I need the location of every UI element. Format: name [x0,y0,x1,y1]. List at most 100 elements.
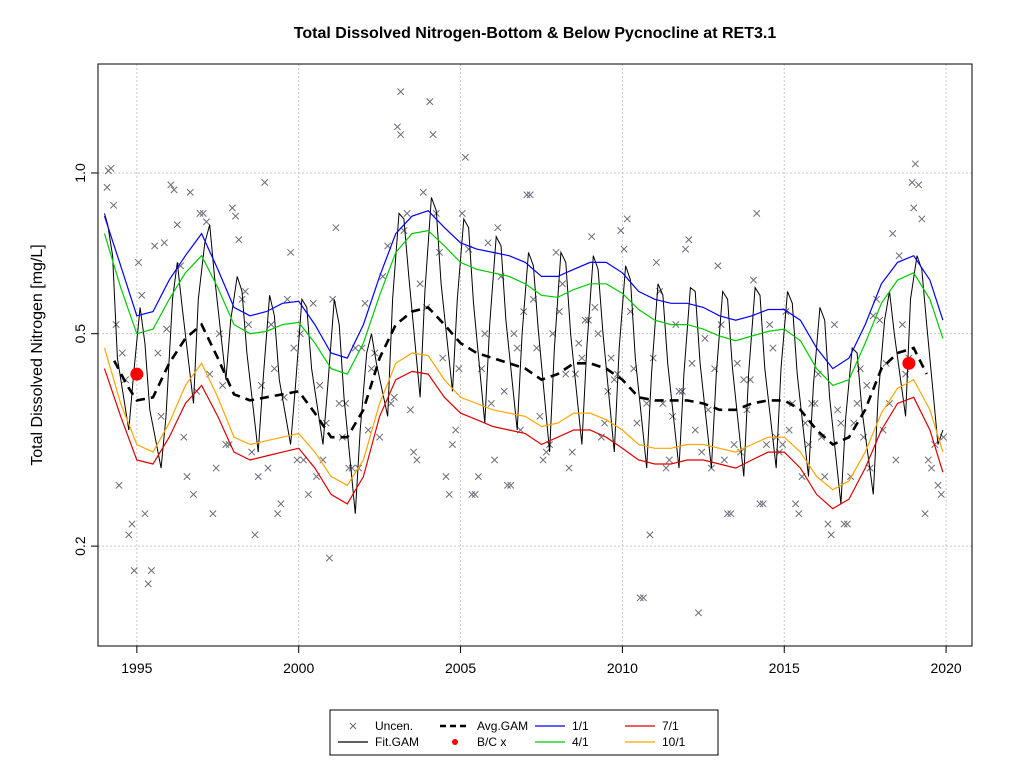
uncensored-point [455,365,463,373]
uncensored-point [103,183,111,191]
uncensored-point [669,412,677,420]
plot-frame [97,63,973,647]
uncensored-point [620,245,628,253]
uncensored-point [704,406,712,414]
uncensored-point [367,365,376,373]
uncensored-point [685,236,693,244]
legend-label: 1/1 [572,719,589,733]
uncensored-point [118,349,126,357]
uncensored-point [604,387,612,395]
uncensored-point [316,381,324,389]
uncensored-point [274,510,282,518]
uncensored-point [898,321,906,329]
uncensored-point [876,316,884,324]
uncensored-point [445,490,453,498]
uncensored-point [209,510,217,518]
uncensored-point [736,448,745,456]
uncensored-point [837,419,845,427]
uncensored-point [895,252,903,260]
bc-dot [130,367,144,381]
series-line-10-1 [103,347,944,491]
uncensored-point [565,464,573,472]
x-tick-label: 2010 [607,660,638,676]
uncensored-point [834,406,842,414]
uncensored-point [202,218,210,226]
uncensored-point [853,399,861,408]
uncensored-point [552,248,560,256]
legend-item-avg-gam: Avg.GAM [440,719,528,733]
uncensored-point [212,464,220,472]
uncensored-point [675,387,683,395]
uncensored-point [304,490,312,498]
uncensored-point [910,204,918,212]
uncensored-point [461,153,469,161]
series-line-4-1 [103,229,944,387]
uncensored-point [397,131,405,139]
uncensored-point [610,376,618,384]
uncensored-point [840,520,848,528]
uncensored-point [186,188,194,196]
legend-item-fit-gam: Fit.GAM [338,735,419,749]
uncensored-point [889,230,897,238]
uncensored-point [296,330,304,338]
uncensored-point [157,412,165,420]
uncensored-point [908,178,916,186]
uncensored-point [180,433,188,441]
y-tick-label: 1.0 [72,163,88,183]
uncensored-point [526,191,534,199]
y-axis: 0.2 0.5 1.0 [72,163,99,556]
uncensored-point [458,209,466,217]
legend-label: B/C x [477,735,506,749]
uncensored-point [163,325,171,333]
uncensored-point [720,456,728,464]
uncensored-point [558,280,567,288]
uncensored-point [416,280,424,288]
uncensored-point [293,456,301,464]
uncensored-point [749,276,758,284]
uncensored-point [636,594,644,602]
series-line-avg-gam [113,305,928,447]
uncensored-point [189,490,198,498]
uncensored-point [452,426,460,434]
legend-item-1-1: 1/1 [535,719,589,733]
uncensored-point [364,426,372,434]
uncensored-point [681,245,690,253]
fit-gam-line [104,197,944,514]
x-tick-label: 2005 [445,660,476,676]
uncensored-point [222,440,230,449]
legend-item-uncen-: Uncen. [349,719,413,733]
uncensored-point [277,500,285,508]
bc-dot [902,356,916,370]
uncensored-point [283,295,291,303]
uncensored-point [701,334,709,342]
uncensored-point [147,566,155,575]
uncensored-point [299,456,308,464]
uncensored-point [662,464,670,472]
uncensored-point [215,330,223,338]
uncensored-point [419,188,427,196]
uncensored-point [332,224,340,232]
uncensored-point [533,344,541,352]
uncensored-point [270,365,278,373]
uncensored-point [698,448,706,456]
uncensored-point [141,510,149,518]
uncensored-point [507,481,515,489]
uncensored-point [173,221,181,229]
uncensored-point [568,448,576,456]
y-axis-title: Total Dissolved Nitrogen [mg/L] [29,244,46,465]
uncensored-point [261,178,269,186]
uncensored-point [487,399,495,408]
uncensored-point [134,258,143,266]
uncensored-point [251,531,259,539]
uncensored-point [248,448,256,456]
y-tick-label: 0.5 [72,324,88,344]
x-tick-label: 2020 [931,660,962,676]
uncensored-point [154,349,162,357]
uncensored-point [429,131,437,139]
uncensored-point [536,412,544,420]
uncensored-point [397,88,405,96]
uncensored-point [290,344,298,352]
uncensored-point [144,580,152,588]
uncensored-point [824,520,832,528]
